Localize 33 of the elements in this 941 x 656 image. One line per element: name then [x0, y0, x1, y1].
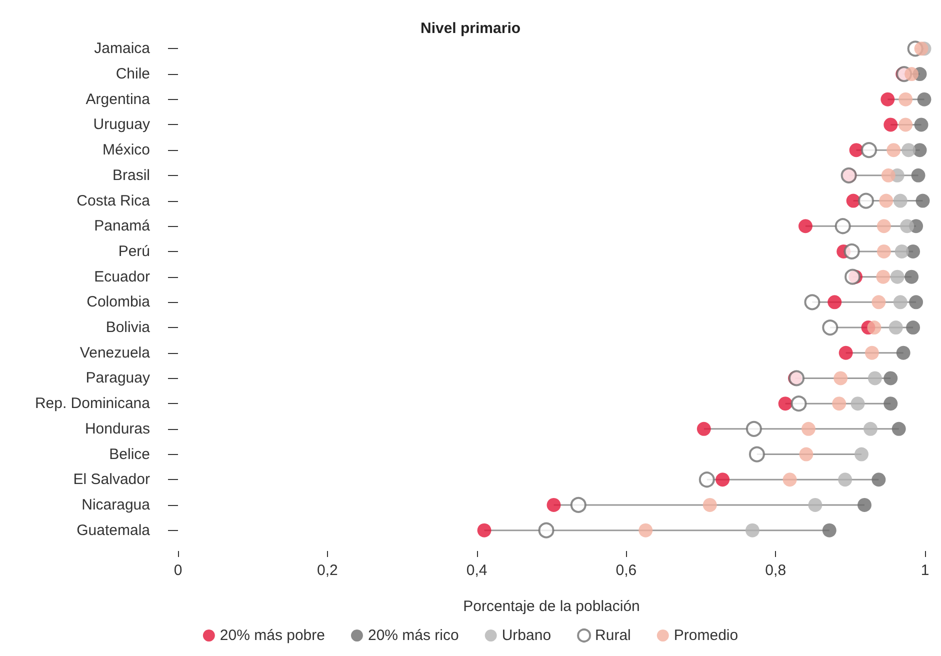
x-tick-label: 0,2 — [316, 562, 338, 579]
y-tick-label: Ecuador — [94, 268, 150, 286]
x-tick-label: 0 — [174, 562, 182, 579]
x-axis-title: Porcentaje de la población — [463, 598, 640, 615]
y-tick-label: Colombia — [86, 294, 151, 311]
y-tick-label: Paraguay — [86, 370, 150, 387]
legend-label: 20% más pobre — [220, 627, 325, 644]
y-tick-label: Uruguay — [93, 116, 150, 134]
y-tick-label: Brasil — [112, 166, 150, 184]
y-tick-label: México — [102, 142, 150, 159]
x-tick-label: 0,6 — [616, 562, 637, 579]
y-tick-label: Perú — [118, 242, 150, 260]
x-tick-label: 0,4 — [466, 562, 488, 579]
y-tick-label: Argentina — [86, 90, 151, 108]
y-tick-label: Rep. Dominicana — [34, 395, 151, 412]
y-tick-label: Nicaragua — [82, 496, 151, 514]
x-tick-label: 0,8 — [765, 562, 786, 579]
legend-label: Promedio — [674, 627, 738, 644]
y-tick-label: El Salvador — [73, 471, 150, 488]
legend-label: Rural — [595, 627, 631, 644]
y-tick-label: Chile — [116, 66, 150, 83]
y-tick-label: Belice — [109, 446, 150, 463]
legend-label: Urbano — [502, 627, 552, 644]
y-tick-label: Honduras — [84, 420, 150, 438]
y-tick-label: Guatemala — [76, 522, 151, 539]
y-tick-label: Panamá — [94, 218, 151, 235]
y-tick-label: Jamaica — [94, 40, 151, 58]
y-tick-label: Costa Rica — [76, 192, 151, 210]
chart-title: Nivel primario — [420, 20, 521, 37]
y-tick-label: Bolivia — [106, 319, 151, 336]
y-tick-label: Venezuela — [80, 344, 151, 362]
legend-label: 20% más rico — [368, 627, 459, 644]
x-tick-label: 1 — [920, 562, 930, 579]
